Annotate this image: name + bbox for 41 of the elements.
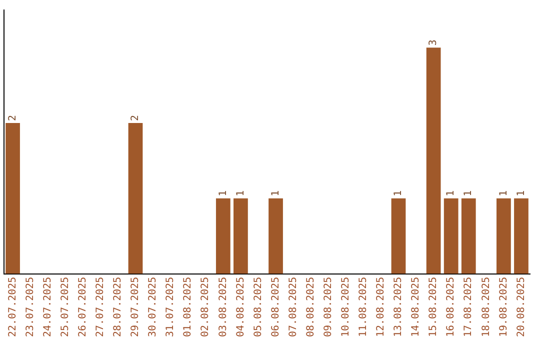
x-tick-label: 29.07.2025 [130,276,142,338]
x-tick-label: 04.08.2025 [235,276,246,338]
data-label: 3 [428,40,440,46]
data-label: 1 [270,190,282,196]
x-tick-label: 26.07.2025 [77,276,88,338]
data-label: 2 [130,115,142,122]
x-tick-label: 31.07.2025 [165,276,176,338]
data-label: 1 [393,190,404,196]
data-label: 1 [463,190,474,196]
x-tick-label: 14.08.2025 [410,276,422,338]
x-tick-label: 27.07.2025 [95,276,106,338]
x-tick-label: 18.08.2025 [480,276,492,338]
x-tick-label: 11.08.2025 [358,276,370,338]
x-tick-label: 19.08.2025 [498,276,510,338]
x-tick-label: 25.07.2025 [60,276,71,338]
x-tick-label: 06.08.2025 [270,276,282,338]
data-label: 1 [516,190,527,196]
data-label: 1 [498,190,510,196]
x-tick-label: 09.08.2025 [322,276,334,338]
x-tick-label: 23.07.2025 [24,276,36,338]
x-tick-label: 01.08.2025 [182,276,194,338]
x-tick-label: 22.07.2025 [7,276,18,338]
x-tick-label: 28.07.2025 [112,276,124,338]
x-tick-label: 30.07.2025 [148,276,159,338]
x-tick-label: 13.08.2025 [393,276,404,338]
x-tick-label: 03.08.2025 [218,276,229,338]
data-label: 2 [7,115,18,122]
x-tick-label: 16.08.2025 [446,276,457,338]
data-label: 1 [218,190,229,196]
x-tick-label: 20.08.2025 [516,276,527,338]
x-tick-label: 10.08.2025 [340,276,352,338]
x-tick-label: 02.08.2025 [200,276,212,338]
x-tick-label: 05.08.2025 [252,276,264,338]
x-tick-label: 24.07.2025 [42,276,54,338]
data-label: 1 [446,190,457,196]
x-tick-label: 17.08.2025 [463,276,474,338]
x-tick-label: 07.08.2025 [288,276,299,338]
x-tick-label: 12.08.2025 [376,276,387,338]
data-label: 1 [235,190,246,196]
x-tick-label: 08.08.2025 [305,276,316,338]
x-tick-label: 15.08.2025 [428,276,440,338]
